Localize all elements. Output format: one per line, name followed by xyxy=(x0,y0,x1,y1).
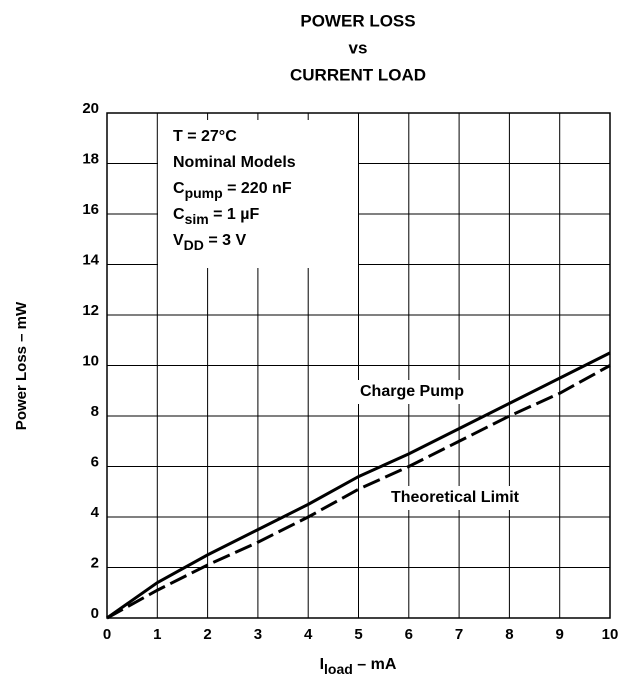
lines xyxy=(106,351,611,620)
annotation-main: C xyxy=(173,206,185,223)
labels: Charge Pump Theoretical Limit T = 27°C Nomi… xyxy=(158,120,540,510)
y-tick-label: 4 xyxy=(91,504,100,521)
chart-title: vs xyxy=(349,38,368,57)
series-line xyxy=(106,351,611,620)
y-tick-label: 18 xyxy=(82,150,99,167)
y-tick-label: 12 xyxy=(82,302,99,319)
label-bg xyxy=(370,486,540,510)
series-line xyxy=(106,364,611,620)
x-tick-label: 1 xyxy=(153,626,161,643)
y-tick-label: 6 xyxy=(91,453,99,470)
x-tick-label: 5 xyxy=(354,626,362,643)
annotation-line: T = 27°C xyxy=(173,128,237,145)
y-tick-label: 16 xyxy=(82,201,99,218)
series-label: Charge Pump xyxy=(360,383,464,400)
x-tick-label: 6 xyxy=(405,626,413,643)
y-tick-label: 2 xyxy=(91,554,99,571)
chart-title: CURRENT LOAD xyxy=(290,65,426,84)
chart-title: POWER LOSS xyxy=(300,11,415,30)
annotation-sub: pump xyxy=(185,185,223,201)
x-tick-label: 10 xyxy=(602,626,619,643)
annotation-main: Nominal Models xyxy=(173,154,296,171)
x-label-sub: load xyxy=(324,661,353,677)
annotation-line: Nominal Models xyxy=(173,154,296,171)
annotation-sub: DD xyxy=(184,237,204,253)
annotation-bg xyxy=(158,120,358,268)
x-tick-label: 0 xyxy=(103,626,111,643)
y-tick-label: 20 xyxy=(82,100,99,117)
y-tick-label: 10 xyxy=(82,352,99,369)
y-tick-label: 14 xyxy=(82,251,99,268)
y-tick-label: 8 xyxy=(91,403,99,420)
x-tick-label: 7 xyxy=(455,626,463,643)
x-label-main: I xyxy=(320,656,324,673)
annotation-line: Csim = 1 µF xyxy=(173,206,259,226)
x-tick-label: 4 xyxy=(304,626,313,643)
annotation-line: VDD = 3 V xyxy=(173,232,246,252)
annotation-rest: = 3 V xyxy=(204,232,247,249)
x-label-rest: – mA xyxy=(353,656,397,673)
label-bg xyxy=(332,380,492,404)
x-tick-label: 9 xyxy=(556,626,564,643)
x-tick-label: 2 xyxy=(203,626,211,643)
annotation-rest: = 1 µF xyxy=(209,206,260,223)
x-tick-label: 3 xyxy=(254,626,262,643)
y-tick-label: 0 xyxy=(91,605,99,622)
annotation-rest: = 220 nF xyxy=(223,180,292,197)
series-label: Theoretical Limit xyxy=(391,489,520,506)
annotation-main: V xyxy=(173,232,184,249)
y-axis-label: Power Loss – mW xyxy=(13,301,30,430)
annotation-main: T = 27°C xyxy=(173,128,237,145)
annotation-sub: sim xyxy=(185,211,209,227)
x-tick-label: 8 xyxy=(505,626,513,643)
annotation-main: C xyxy=(173,180,185,197)
annotation-line: Cpump = 220 nF xyxy=(173,180,292,200)
x-axis-label: Iload – mA xyxy=(320,656,397,676)
